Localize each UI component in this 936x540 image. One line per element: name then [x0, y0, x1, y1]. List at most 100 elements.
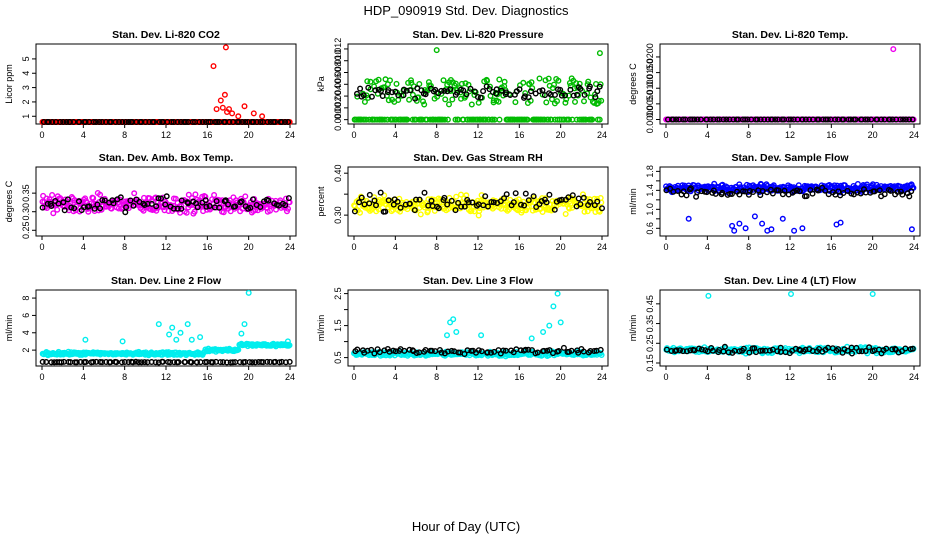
data-point	[453, 193, 460, 200]
data-point	[381, 116, 388, 123]
data-point	[516, 86, 523, 93]
x-tick-label: 12	[785, 130, 795, 140]
data-point	[731, 227, 738, 234]
y-tick-label: 1.5	[333, 319, 343, 332]
data-point	[90, 195, 97, 202]
data-point	[866, 344, 873, 351]
data-point	[832, 116, 839, 123]
series-reference	[39, 358, 293, 366]
x-tick-label: 8	[434, 130, 439, 140]
data-point	[364, 347, 371, 354]
x-tick-label: 4	[393, 242, 398, 252]
data-point	[421, 189, 428, 196]
data-point	[550, 303, 557, 310]
data-point	[183, 209, 190, 216]
data-point	[788, 291, 795, 298]
data-point	[232, 203, 239, 210]
data-point	[222, 44, 229, 51]
data-point	[242, 193, 249, 200]
x-tick-label: 12	[473, 372, 483, 382]
y-tick-label: 0.45	[645, 295, 655, 313]
data-point	[196, 118, 203, 125]
data-point	[596, 50, 603, 57]
data-point	[91, 205, 98, 212]
data-point	[132, 358, 139, 365]
data-point	[683, 348, 690, 355]
data-point	[371, 197, 378, 204]
data-point	[694, 116, 701, 123]
data-point	[452, 207, 459, 214]
data-point	[222, 197, 229, 204]
data-point	[252, 359, 259, 366]
x-tick-label: 4	[705, 372, 710, 382]
data-point	[223, 359, 230, 366]
data-point	[902, 345, 909, 352]
data-point	[583, 195, 590, 202]
data-point	[775, 187, 782, 194]
y-axis-label: ml/min	[4, 315, 14, 342]
data-point	[249, 359, 256, 366]
data-point	[178, 197, 185, 204]
data-point	[446, 101, 453, 108]
data-point	[759, 347, 766, 354]
data-point	[191, 208, 198, 215]
x-tick-label: 0	[663, 372, 668, 382]
data-point	[284, 338, 291, 345]
data-point	[122, 118, 129, 125]
data-point	[761, 116, 768, 123]
x-tick-label: 8	[434, 242, 439, 252]
panel-6: Stan. Dev. Sample Flow 0 4 8 12 16 20 24 0.6 1.0 1…	[628, 152, 921, 252]
data-point	[264, 358, 271, 365]
data-point	[488, 198, 495, 205]
data-point	[781, 187, 788, 194]
data-point	[444, 332, 451, 339]
data-point	[461, 351, 468, 358]
data-point	[77, 359, 84, 366]
y-tick-label: 1.4	[645, 184, 655, 197]
data-point	[441, 194, 448, 201]
figure-title: HDP_090919 Std. Dev. Diagnostics	[364, 3, 569, 18]
data-point	[529, 85, 536, 92]
data-point	[862, 348, 869, 355]
data-point	[757, 347, 764, 354]
y-tick-label: 2	[21, 348, 31, 353]
series-main	[39, 44, 293, 125]
data-point	[712, 190, 719, 197]
y-tick-label: 0.000	[333, 108, 343, 131]
data-point	[141, 359, 148, 366]
data-point	[435, 205, 442, 212]
data-point	[500, 347, 507, 354]
y-tick-label: 3	[21, 85, 31, 90]
y-tick-label: 6	[21, 313, 31, 318]
data-point	[221, 91, 228, 98]
data-point	[796, 188, 803, 195]
data-point	[250, 118, 257, 125]
data-point	[757, 116, 764, 123]
data-point	[721, 343, 728, 350]
data-point	[57, 195, 64, 202]
data-point	[557, 86, 564, 93]
data-point	[392, 348, 399, 355]
x-tick-label: 0	[39, 130, 44, 140]
data-point	[282, 118, 289, 125]
x-tick-label: 20	[556, 242, 566, 252]
data-point	[127, 197, 134, 204]
x-tick-label: 12	[785, 242, 795, 252]
y-axis-label: ml/min	[628, 188, 638, 215]
panel-title: Stan. Dev. Li-820 CO2	[112, 29, 220, 41]
data-point	[416, 196, 423, 203]
panel-5: Stan. Dev. Gas Stream RH 0 4 8 12 16 20 24 0.30 0…	[316, 152, 609, 252]
data-point	[361, 98, 368, 105]
data-point	[461, 203, 468, 210]
data-point	[202, 197, 209, 204]
data-point	[458, 191, 465, 198]
data-point	[427, 82, 434, 89]
data-point	[192, 191, 199, 198]
data-point	[719, 189, 726, 196]
y-tick-label: 0.15	[645, 354, 655, 372]
data-point	[546, 322, 553, 329]
data-point	[39, 204, 46, 211]
data-point	[385, 197, 392, 204]
data-point	[723, 116, 730, 123]
data-point	[282, 202, 289, 209]
